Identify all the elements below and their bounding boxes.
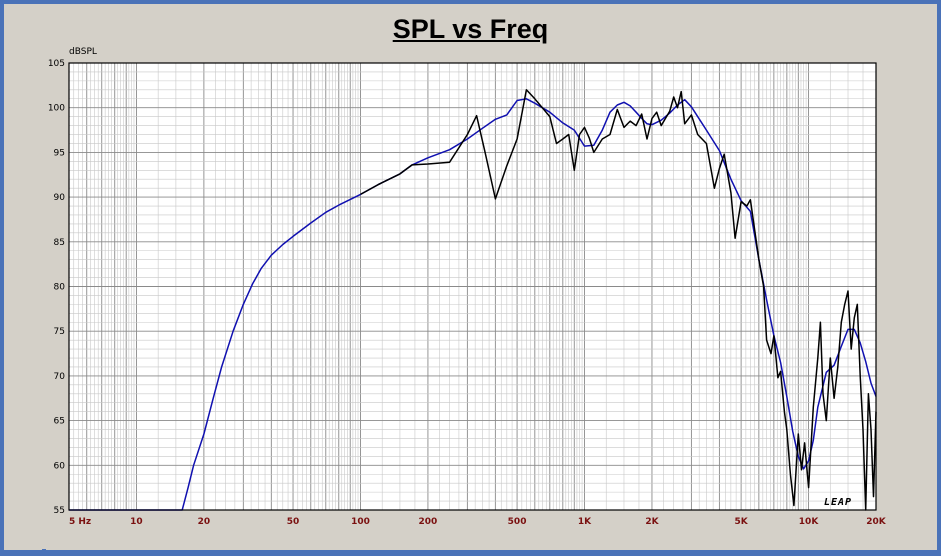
x-tick-label: 10K — [799, 517, 820, 527]
series-line-1 — [69, 98, 877, 511]
x-tick-label: 100 — [351, 517, 370, 527]
series-group — [69, 89, 877, 511]
x-tick-label: 200 — [419, 517, 438, 527]
y-tick-label: 100 — [48, 104, 65, 114]
y-tick-label: 90 — [54, 193, 66, 203]
y-tick-label: 105 — [48, 59, 65, 69]
y-tick-labels: 55 60 65 70 75 80 85 90 95 100 105 — [48, 59, 65, 516]
y-tick-label: 55 — [54, 506, 65, 516]
x-tick-label: 5K — [734, 517, 748, 527]
x-tick-labels: 5 Hz 10 20 50 100 200 500 1K 2K 5K 10K 20K — [69, 517, 887, 527]
x-tick-label: 2K — [645, 517, 659, 527]
y-tick-label: 80 — [54, 283, 66, 293]
x-tick-label: 500 — [508, 517, 527, 527]
y-tick-label: 95 — [54, 148, 65, 158]
x-tick-label: 10 — [130, 517, 143, 527]
window-tab-marker — [42, 549, 46, 556]
y-tick-label: 75 — [54, 327, 65, 337]
x-tick-label: 20K — [866, 517, 887, 527]
x-tick-label: 50 — [287, 517, 300, 527]
series-line-2 — [360, 89, 877, 511]
x-tick-label: 1K — [578, 517, 592, 527]
y-tick-label: 65 — [54, 417, 65, 427]
x-tick-label: 5 Hz — [69, 517, 91, 527]
y-tick-label: 70 — [54, 372, 66, 382]
y-tick-label: 85 — [54, 238, 65, 248]
y-axis-label: dBSPL — [69, 47, 97, 57]
brand-logo: LEAP — [824, 497, 852, 508]
plot-border — [68, 62, 877, 511]
chart-title: SPL vs Freq — [392, 14, 549, 44]
x-tick-label: 20 — [198, 517, 211, 527]
y-tick-label: 60 — [54, 461, 66, 471]
